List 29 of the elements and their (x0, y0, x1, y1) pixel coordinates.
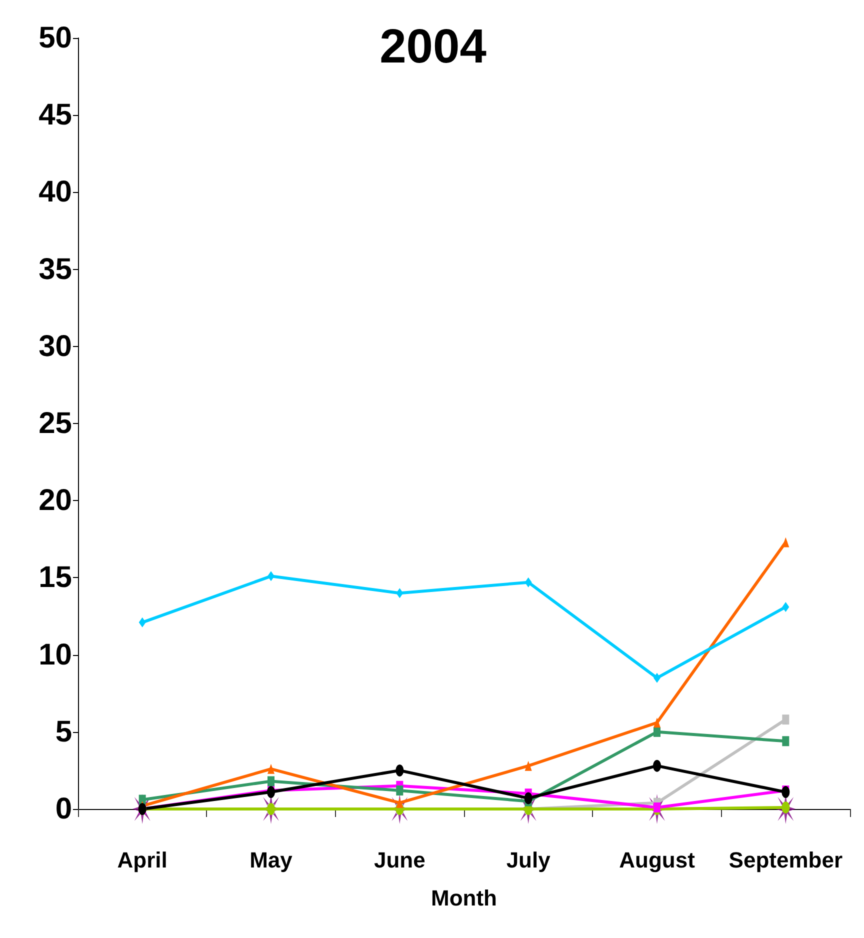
y-tick-label: 30 (38, 330, 72, 363)
point (138, 617, 146, 628)
point (396, 785, 404, 796)
x-axis-title: Month (431, 886, 497, 910)
point (524, 577, 532, 588)
y-tick-label: 15 (38, 561, 72, 594)
point (396, 588, 404, 598)
y-tick-label: 25 (38, 407, 72, 440)
y-tick-label: 20 (38, 484, 72, 518)
x-tick-label: June (374, 848, 426, 872)
x-tick-label: May (250, 848, 294, 872)
y-tick-label: 5 (55, 715, 72, 748)
y-tick-label: 0 (55, 792, 72, 826)
chart-title: 2004 (380, 20, 487, 74)
point (782, 537, 790, 548)
y-tick-label: 50 (38, 22, 72, 54)
x-tick-label: August (619, 848, 696, 872)
point (782, 736, 790, 746)
y-tick-label: 35 (38, 252, 72, 286)
x-tick-label: September (728, 848, 843, 872)
x-tick-label: July (506, 848, 552, 872)
point (396, 798, 404, 808)
y-tick-label: 40 (38, 176, 72, 209)
point (524, 760, 532, 771)
point (782, 602, 790, 612)
y-tick-label: 45 (38, 98, 72, 132)
x-tick-label: April (117, 848, 168, 872)
point (782, 714, 790, 725)
y-tick-label: 10 (38, 638, 72, 672)
